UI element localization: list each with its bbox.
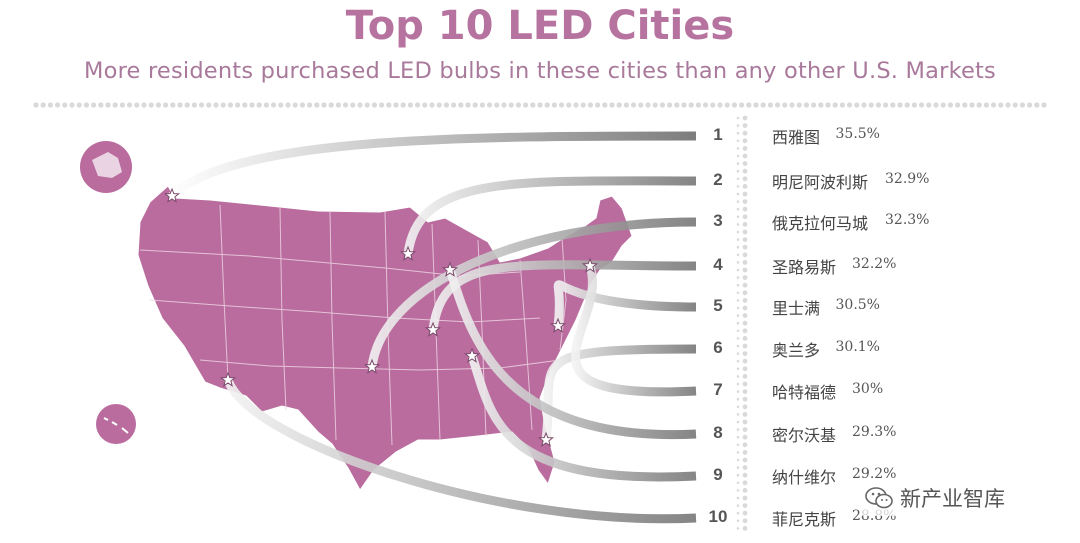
wechat-icon — [865, 487, 893, 509]
connector-arc-2 — [403, 176, 697, 255]
chart-subtitle: More residents purchased LED bulbs in th… — [84, 58, 996, 84]
city-name: 西雅图 — [772, 128, 821, 147]
chart-title: Top 10 LED Cities — [345, 3, 735, 49]
city-connector-arcs — [168, 131, 697, 524]
rank-label: 4 — [713, 255, 723, 274]
share-value: 30% — [852, 381, 884, 397]
share-value: 30.1% — [835, 339, 880, 355]
rank-label: 3 — [713, 211, 723, 230]
connector-arc-5 — [553, 280, 697, 327]
rank-label: 7 — [713, 380, 723, 399]
connector-arc-9 — [467, 354, 697, 482]
share-value: 32.9% — [885, 171, 930, 187]
city-name: 纳什维尔 — [772, 468, 837, 487]
dotted-dividers — [33, 102, 1047, 531]
alaska-shape — [92, 152, 122, 178]
rank-label: 6 — [713, 338, 723, 357]
share-value: 29.2% — [852, 466, 897, 482]
city-name: 里士满 — [772, 299, 821, 318]
city-markers — [163, 187, 599, 447]
rank-label: 5 — [713, 296, 723, 315]
city-name: 俄克拉何马城 — [772, 214, 869, 233]
city-name: 菲尼克斯 — [772, 510, 837, 529]
rank-label: 9 — [713, 465, 723, 484]
city-star-9 — [463, 347, 481, 363]
city-star-1 — [163, 187, 181, 203]
connector-arc-7 — [571, 264, 697, 397]
state-borders — [139, 204, 567, 446]
city-star-8 — [441, 261, 459, 277]
city-star-6 — [537, 431, 555, 447]
city-star-7 — [581, 257, 599, 273]
watermark-text: 新产业智库 — [900, 487, 1005, 511]
share-value: 32.2% — [852, 256, 897, 272]
city-name: 明尼阿波利斯 — [772, 173, 869, 192]
connector-arc-3 — [367, 217, 697, 368]
hawaii-shape — [103, 417, 129, 434]
city-star-4 — [424, 321, 442, 337]
city-star-3 — [363, 358, 381, 374]
city-star-5 — [549, 317, 567, 333]
city-star-10 — [219, 371, 237, 387]
connector-arc-1 — [168, 131, 697, 200]
city-name: 圣路易斯 — [772, 258, 837, 277]
city-name: 奥兰多 — [772, 341, 821, 360]
rank-label: 2 — [713, 170, 723, 189]
share-value: 30.5% — [835, 297, 880, 313]
watermark: 新产业智库 — [860, 480, 1011, 516]
share-value: 32.3% — [885, 212, 930, 228]
connector-arc-4 — [428, 260, 697, 331]
rank-label: 10 — [708, 507, 728, 526]
share-value: 35.5% — [835, 126, 880, 142]
city-name: 密尔沃基 — [772, 426, 837, 445]
share-value: 29.3% — [852, 424, 897, 440]
connector-arc-8 — [445, 268, 697, 440]
city-star-2 — [399, 245, 417, 261]
connector-arc-10 — [223, 378, 697, 524]
rank-label: 1 — [713, 125, 723, 144]
rank-label: 8 — [713, 423, 723, 442]
city-name: 哈特福德 — [772, 383, 837, 402]
